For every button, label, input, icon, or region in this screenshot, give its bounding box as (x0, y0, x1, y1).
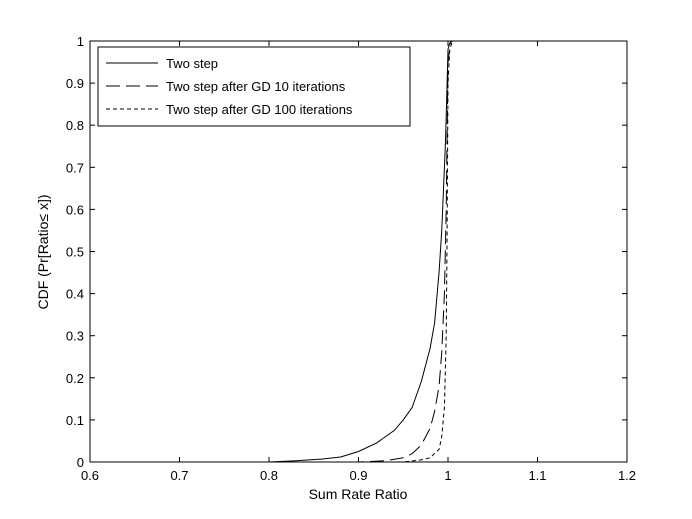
y-tick-label: 0.6 (66, 202, 84, 217)
y-tick-label: 1 (77, 34, 84, 49)
axis-ticks: 0.6 0.7 0.8 0.9 1 1.1 1.2 0 0.1 0.2 0.3 0.4 0.5 0.6 0.… (66, 34, 636, 483)
x-tick-label: 1.2 (618, 468, 636, 483)
y-tick-label: 0.8 (66, 118, 84, 133)
x-tick-label: 0.6 (81, 468, 99, 483)
y-tick-label: 0.5 (66, 245, 84, 260)
x-tick-label: 0.7 (170, 468, 188, 483)
plot-area (90, 40, 627, 463)
y-tick-label: 0 (77, 455, 84, 470)
y-tick-label: 0.1 (66, 413, 84, 428)
series-line-1 (90, 40, 627, 463)
legend-label-1: Two step (166, 56, 218, 71)
y-tick-label: 0.4 (66, 287, 84, 302)
legend-label-2: Two step after GD 10 iterations (166, 79, 346, 94)
y-tick-label: 0.7 (66, 160, 84, 175)
x-tick-label: 0.9 (349, 468, 367, 483)
y-tick-label: 0.2 (66, 371, 84, 386)
x-tick-label: 1 (444, 468, 451, 483)
legend-label-3: Two step after GD 100 iterations (166, 102, 353, 117)
legend: Two step Two step after GD 10 iterations T… (97, 46, 411, 127)
x-axis-label: Sum Rate Ratio (309, 486, 408, 502)
y-tick-label: 0.3 (66, 329, 84, 344)
series-line-3 (90, 40, 627, 463)
series-line-2 (90, 40, 627, 463)
y-axis-label: CDF (Pr[Ratio≤ x]) (35, 194, 51, 309)
x-tick-label: 1.1 (528, 468, 546, 483)
y-tick-label: 0.9 (66, 76, 84, 91)
x-tick-label: 0.8 (260, 468, 278, 483)
